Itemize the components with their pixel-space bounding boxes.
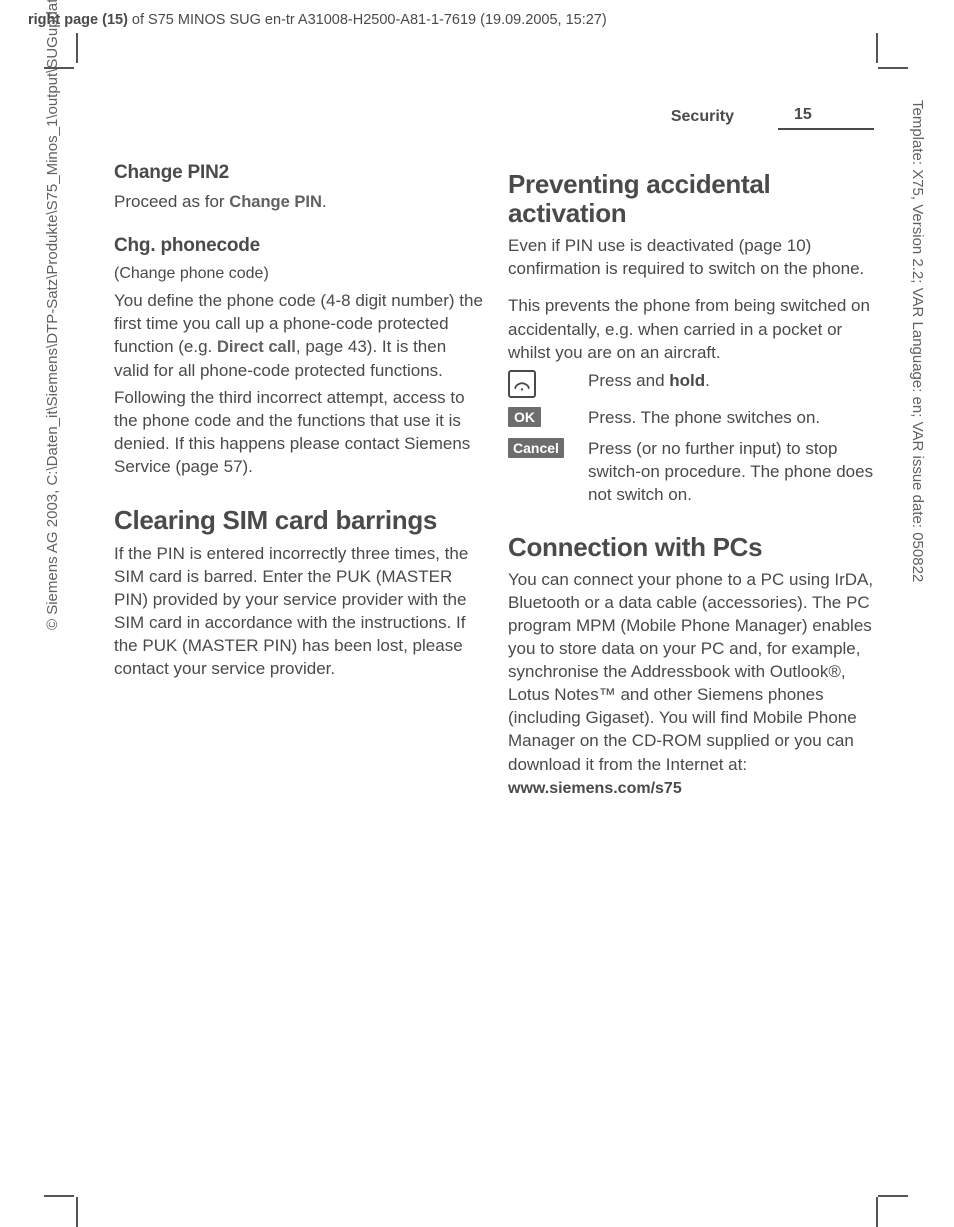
heading-clearing-sim: Clearing SIM card barrings (114, 506, 484, 535)
heading-chg-phonecode: Chg. phonecode (114, 235, 484, 257)
step-1-icon (508, 370, 588, 399)
page-header-title: Security (490, 108, 734, 130)
link-change-pin: Change PIN (229, 193, 322, 211)
step-2-text: Press. The phone switches on. (588, 407, 878, 430)
ok-softkey-icon: OK (508, 407, 541, 427)
doc-header-line: right page (15) of S75 MINOS SUG en-tr A… (28, 12, 607, 28)
right-vertical-label: Template: X75, Version 2.2; VAR Language… (909, 100, 926, 582)
step-2: OK Press. The phone switches on. (508, 407, 878, 430)
step-3-icon: Cancel (508, 438, 588, 458)
para-phonecode-follow: Following the third incorrect attempt, a… (114, 386, 484, 478)
crop-mark (876, 33, 878, 63)
para-proceed: Proceed as for Change PIN. (114, 190, 484, 213)
heading-preventing: Preventing accidental activation (508, 170, 878, 228)
heading-change-pin2: Change PIN2 (114, 162, 484, 184)
step1-bold: hold (669, 371, 705, 390)
content-columns: Change PIN2 Proceed as for Change PIN. C… (114, 162, 878, 803)
left-column: Change PIN2 Proceed as for Change PIN. C… (114, 162, 484, 803)
crop-mark (44, 67, 74, 69)
step-1: Press and hold. (508, 370, 878, 399)
para-phonecode: You define the phone code (4-8 digit num… (114, 289, 484, 382)
page-header: Security 15 (490, 106, 874, 130)
crop-mark (878, 1195, 908, 1197)
para-proceed-a: Proceed as for (114, 192, 229, 211)
doc-header-bold: right page (15) (28, 12, 128, 28)
para-proceed-c: . (322, 192, 327, 211)
doc-header-rest: of S75 MINOS SUG en-tr A31008-H2500-A81-… (128, 12, 607, 28)
cancel-softkey-icon: Cancel (508, 438, 564, 458)
crop-mark (876, 1197, 878, 1227)
para-chg-sub: (Change phone code) (114, 263, 484, 285)
right-column: Preventing accidental activation Even if… (508, 162, 878, 803)
link-direct-call: Direct call (217, 338, 296, 356)
step-3-text: Press (or no further input) to stop swit… (588, 438, 878, 507)
para-connect: You can connect your phone to a PC using… (508, 568, 878, 776)
crop-mark (76, 33, 78, 63)
steps-list: Press and hold. OK Press. The phone swit… (508, 370, 878, 507)
left-vertical-label: © Siemens AG 2003, C:\Daten_it\Siemens\D… (44, 0, 61, 630)
heading-connection-pcs: Connection with PCs (508, 533, 878, 562)
step-1-text: Press and hold. (588, 370, 878, 393)
crop-mark (76, 1197, 78, 1227)
para-prevent-a: Even if PIN use is deactivated (page 10)… (508, 234, 878, 280)
step1-a: Press and (588, 371, 669, 390)
para-prevent-b: This prevents the phone from being switc… (508, 294, 878, 363)
crop-mark (878, 67, 908, 69)
step-2-icon: OK (508, 407, 588, 427)
crop-mark (44, 1195, 74, 1197)
step1-b: . (705, 371, 710, 390)
power-hangup-icon (508, 370, 536, 398)
page-header-number: 15 (778, 106, 874, 130)
url-siemens: www.siemens.com/s75 (508, 778, 878, 800)
para-clearing: If the PIN is entered incorrectly three … (114, 542, 484, 681)
step-3: Cancel Press (or no further input) to st… (508, 438, 878, 507)
